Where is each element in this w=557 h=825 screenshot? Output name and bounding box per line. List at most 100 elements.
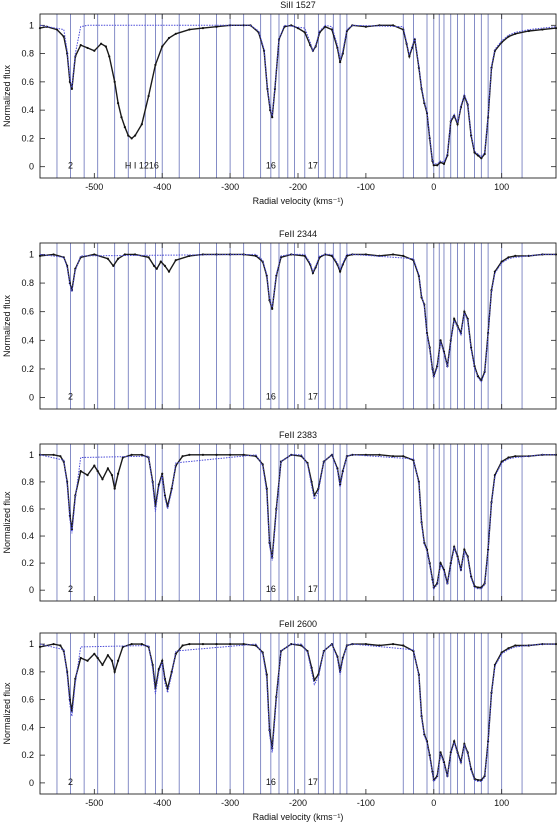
y-axis-label: Normalized flux — [2, 294, 12, 357]
data-point — [161, 45, 164, 48]
data-point — [453, 740, 456, 743]
y-axis-label: Normalized flux — [2, 682, 12, 745]
data-point — [201, 453, 205, 456]
data-point — [391, 643, 395, 646]
data-line — [39, 253, 556, 382]
data-point — [161, 472, 164, 475]
y-tick-label: 0.6 — [21, 77, 34, 87]
component-label: 2 — [68, 777, 73, 787]
data-point — [391, 24, 395, 27]
y-tick-label: 0 — [29, 393, 34, 403]
component-label: 17 — [308, 392, 318, 402]
y-tick-label: 0.8 — [21, 477, 34, 487]
data-point — [408, 55, 411, 58]
component-label: 16 — [266, 161, 276, 171]
data-point — [38, 254, 42, 257]
data-line — [40, 453, 556, 590]
data-point — [154, 63, 157, 66]
data-point — [514, 644, 517, 647]
data-point — [476, 779, 480, 782]
data-point — [96, 469, 99, 473]
data-point — [269, 109, 272, 112]
data-point — [439, 339, 442, 342]
data-point — [120, 116, 123, 119]
data-point — [500, 460, 503, 463]
data-point — [127, 134, 130, 137]
data-point — [300, 644, 303, 647]
data-point — [439, 751, 442, 754]
data-point — [110, 474, 114, 477]
y-tick-label: 1 — [29, 249, 34, 259]
y-tick-label: 1 — [29, 639, 34, 649]
data-point — [38, 645, 42, 648]
data-point — [436, 164, 439, 167]
data-point — [96, 656, 99, 660]
data-point — [463, 310, 466, 313]
data-point — [116, 472, 120, 475]
data-point — [52, 253, 55, 256]
y-tick-label: 0.4 — [21, 335, 34, 345]
data-point — [514, 455, 517, 458]
data-point — [420, 715, 423, 718]
data-point — [338, 270, 342, 273]
data-point — [391, 455, 395, 458]
data-point — [527, 254, 530, 257]
model-series — [39, 453, 556, 590]
data-point — [140, 453, 143, 456]
panel-3: 0 0.2 0.4 0.6 0.8 1 FeII 2383 Normalized flux 2 1… — [2, 430, 557, 602]
x-tick-label: -400 — [153, 798, 171, 808]
data-series — [38, 453, 557, 590]
y-tick-label: 0 — [29, 585, 34, 595]
data-point — [113, 487, 116, 490]
data-point — [391, 253, 395, 256]
data-point — [364, 643, 367, 646]
data-point — [514, 32, 517, 35]
model-line — [39, 453, 556, 590]
data-point — [86, 474, 89, 477]
data-point — [93, 464, 96, 467]
data-point — [201, 643, 205, 646]
x-tick-label: -400 — [153, 182, 171, 192]
x-tick-label: -500 — [85, 182, 103, 192]
data-line — [39, 642, 556, 782]
data-point — [463, 742, 466, 746]
data-point — [106, 654, 109, 657]
component-label: 17 — [308, 777, 318, 787]
data-point — [242, 453, 245, 456]
panel-title: FeII 2344 — [279, 229, 317, 239]
data-point — [300, 455, 303, 458]
model-line — [39, 643, 556, 783]
data-point — [324, 25, 327, 28]
data-point — [554, 643, 557, 646]
data-point — [456, 123, 459, 126]
y-tick-label: 1 — [29, 20, 34, 30]
data-point — [527, 29, 530, 33]
data-series — [38, 253, 557, 382]
data-point — [130, 137, 133, 140]
data-point — [113, 80, 116, 83]
y-tick-label: 0.6 — [21, 695, 34, 705]
y-axis-label: Normalized flux — [2, 64, 12, 127]
data-point — [541, 28, 544, 31]
data-point — [378, 453, 381, 456]
component-label: 16 — [266, 392, 276, 402]
data-point — [402, 254, 405, 257]
data-point — [554, 27, 557, 30]
data-point — [59, 455, 62, 458]
x-tick-label: 100 — [494, 798, 509, 808]
data-point — [507, 647, 510, 650]
x-tick-label: -300 — [221, 798, 239, 808]
data-point — [123, 126, 126, 129]
data-point — [480, 779, 483, 782]
data-point — [201, 27, 205, 30]
data-point — [215, 25, 218, 28]
y-tick-label: 0.8 — [21, 49, 34, 59]
data-line — [39, 24, 557, 167]
data-point — [104, 45, 107, 48]
data-point — [167, 270, 171, 273]
component-label: 16 — [266, 777, 276, 787]
data-point — [229, 643, 232, 646]
data-point — [476, 154, 480, 157]
data-series — [38, 24, 557, 167]
y-tick-label: 0.8 — [21, 667, 34, 677]
